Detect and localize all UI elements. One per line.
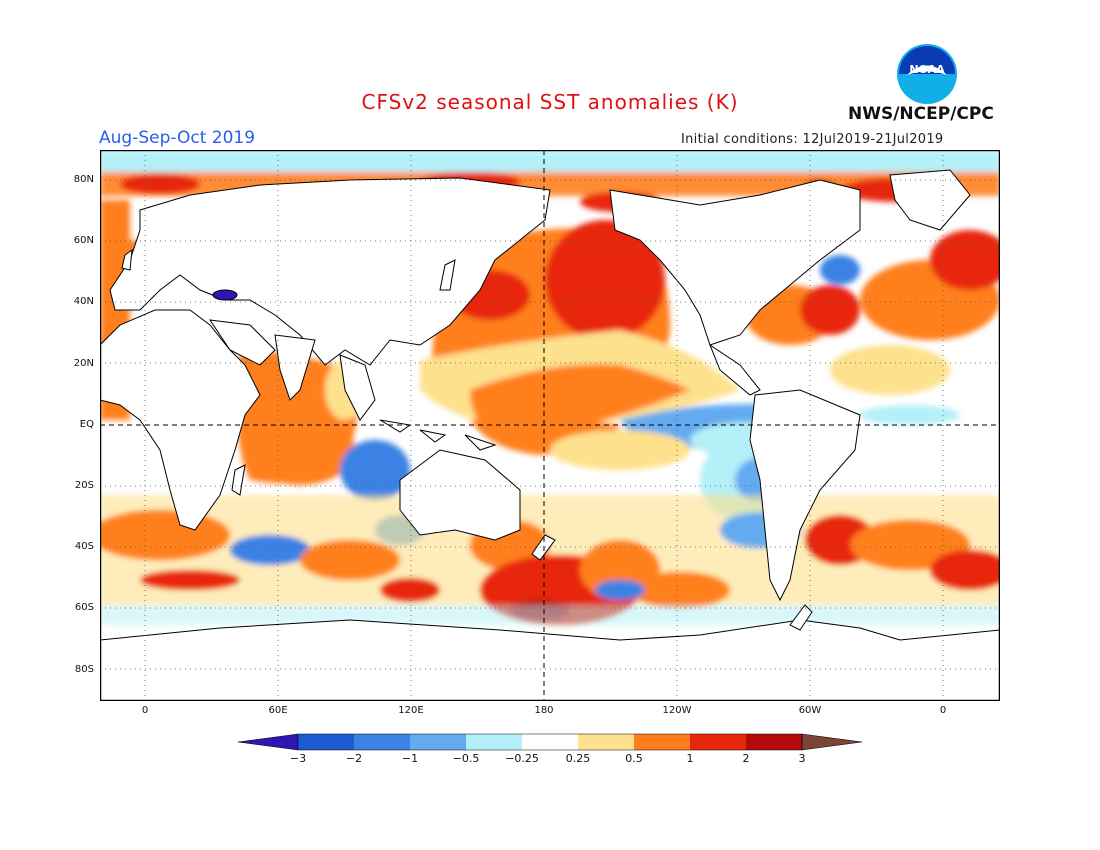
colorbar-label: −2 xyxy=(345,752,363,765)
lat-label-40s: 40S xyxy=(74,541,94,552)
svg-text:NOAA: NOAA xyxy=(909,63,945,76)
lat-label-40n: 40N xyxy=(73,296,94,307)
equator-dateline xyxy=(100,150,1000,701)
colorbar-label: 2 xyxy=(742,752,750,765)
colorbar-label: −0.25 xyxy=(505,752,539,765)
colorbar-label: 0.5 xyxy=(625,752,643,765)
sst-anomaly-map xyxy=(99,149,1001,705)
noaa-logo: NOAA xyxy=(895,42,959,110)
continents xyxy=(100,169,1000,701)
colorbar-label: −0.5 xyxy=(452,752,480,765)
lon-label-60w: 60W xyxy=(798,705,822,716)
colorbar-label: −1 xyxy=(401,752,419,765)
colorbar-label: 3 xyxy=(798,752,806,765)
colorbar-label: −3 xyxy=(289,752,307,765)
colorbar-label: 1 xyxy=(686,752,694,765)
lon-label-120e: 120E xyxy=(398,705,424,716)
season-label: Aug-Sep-Oct 2019 xyxy=(99,128,256,148)
lat-label-80n: 80N xyxy=(73,174,94,185)
map-title: CFSv2 seasonal SST anomalies (K) xyxy=(361,90,739,114)
lon-label-120w: 120W xyxy=(662,705,692,716)
lat-label-20n: 20N xyxy=(73,358,94,369)
agency-label: NWS/NCEP/CPC xyxy=(848,104,994,124)
lon-label-0: 0 xyxy=(141,705,149,716)
lat-label-eq: EQ xyxy=(79,419,94,430)
initial-conditions-label: Initial conditions: 12Jul2019-21Jul2019 xyxy=(681,132,944,147)
lat-label-20s: 20S xyxy=(74,480,94,491)
lat-label-80s: 80S xyxy=(74,664,94,675)
lon-label-180: 180 xyxy=(534,705,554,716)
colorbar-label: 0.25 xyxy=(565,752,591,765)
lon-label-0-east: 0 xyxy=(939,705,947,716)
lat-label-60n: 60N xyxy=(73,235,94,246)
lon-label-60e: 60E xyxy=(268,705,288,716)
lat-label-60s: 60S xyxy=(74,602,94,613)
colorbar xyxy=(237,733,863,755)
